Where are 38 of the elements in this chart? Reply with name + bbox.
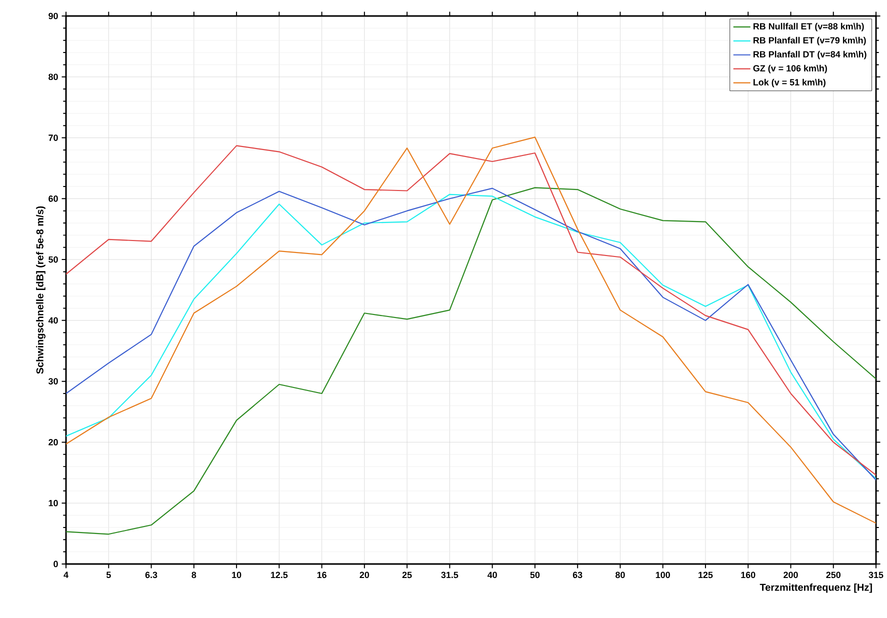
y-tick-label: 20 xyxy=(48,439,58,446)
y-tick-label: 50 xyxy=(48,256,58,263)
x-tick-label: 6.3 xyxy=(145,572,158,578)
x-tick-label: 31.5 xyxy=(441,572,458,578)
y-tick-label: 60 xyxy=(48,195,58,202)
legend-label: GZ (v = 106 km\h) xyxy=(753,64,827,74)
legend-label: RB Planfall DT (v=84 km\h) xyxy=(754,50,866,60)
x-tick-label: 50 xyxy=(530,572,540,578)
x-tick-label: 25 xyxy=(402,572,412,578)
legend-label: RB Planfall ET (v=79 km\h) xyxy=(754,36,866,46)
y-tick-label: 0 xyxy=(54,560,58,568)
x-tick-label: 12.5 xyxy=(271,572,288,578)
x-tick-label: 63 xyxy=(572,572,582,578)
x-tick-label: 100 xyxy=(656,572,670,578)
legend-label: Lok (v = 51 km\h) xyxy=(754,78,826,88)
x-tick-label: 40 xyxy=(487,572,497,578)
x-tick-label: 200 xyxy=(784,572,798,578)
legend-label: RB Nullfall ET (v=88 km\h) xyxy=(754,22,864,32)
x-tick-label: 250 xyxy=(826,572,840,578)
y-tick-label: 90 xyxy=(48,12,58,20)
y-tick-label: 80 xyxy=(48,74,58,80)
y-tick-label: 70 xyxy=(48,134,58,141)
x-tick-label: 20 xyxy=(360,572,370,578)
y-tick-label: 40 xyxy=(48,317,58,324)
y-axis-title: Schwingschnelle [dB] (ref 5e-8 m/s) xyxy=(36,206,46,374)
y-tick-label: 10 xyxy=(48,500,58,506)
x-tick-label: 160 xyxy=(741,572,756,578)
line-series xyxy=(66,187,876,535)
x-tick-label: 4 xyxy=(64,572,68,578)
x-tick-label: 5 xyxy=(106,572,111,578)
x-tick-label: 315 xyxy=(868,572,884,578)
x-tick-label: 125 xyxy=(698,572,713,578)
x-axis-title: Terzmittenfrequenz [Hz] xyxy=(760,584,872,593)
x-tick-label: 80 xyxy=(616,572,625,578)
y-tick-label: 30 xyxy=(48,378,58,384)
x-tick-label: 8 xyxy=(192,572,196,578)
x-tick-label: 10 xyxy=(232,572,242,578)
x-tick-label: 16 xyxy=(317,572,326,578)
